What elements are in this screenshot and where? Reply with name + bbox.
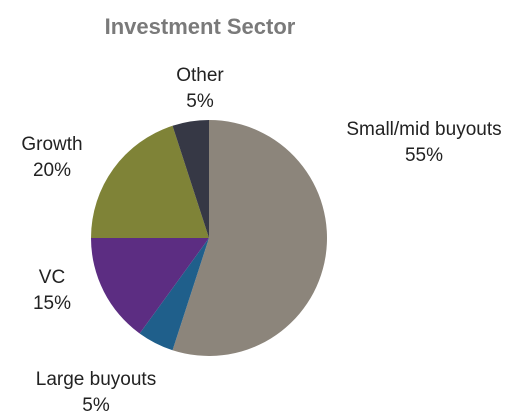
chart-title: Investment Sector	[105, 14, 296, 39]
pie-slice	[91, 125, 209, 238]
slice-value-label: 15%	[33, 293, 71, 314]
slice-value-label: 20%	[33, 160, 71, 181]
pie-slice	[172, 120, 209, 238]
slice-label: Large buyouts	[36, 369, 156, 390]
slice-label: Other	[176, 65, 224, 86]
slice-value-label: 55%	[405, 145, 443, 166]
pie-slice	[172, 120, 328, 357]
slice-label: Growth	[21, 134, 82, 155]
slice-value-label: 5%	[186, 91, 214, 112]
slice-label: Small/mid buyouts	[346, 119, 501, 140]
slice-value-label: 5%	[82, 395, 110, 413]
pie-slice	[139, 238, 209, 351]
slice-label: VC	[39, 267, 65, 288]
pie-slice	[91, 238, 209, 334]
